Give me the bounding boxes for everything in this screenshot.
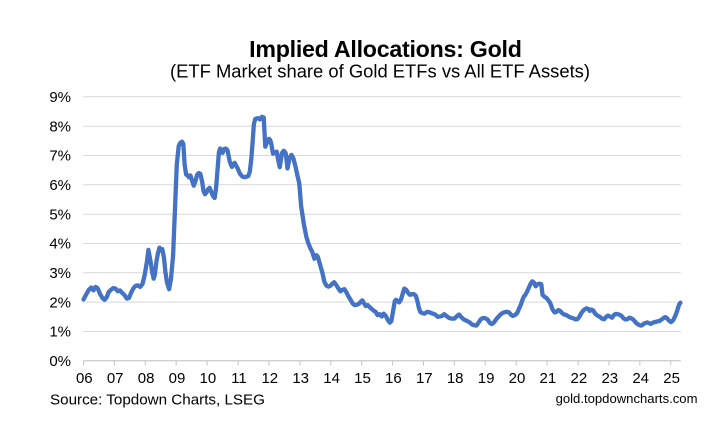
svg-text:9%: 9% <box>49 89 71 106</box>
svg-text:10: 10 <box>200 370 217 387</box>
svg-text:0%: 0% <box>49 353 71 370</box>
svg-text:12: 12 <box>261 370 278 387</box>
svg-text:1%: 1% <box>49 324 71 341</box>
svg-text:18: 18 <box>447 370 464 387</box>
svg-text:8%: 8% <box>49 118 71 135</box>
svg-text:17: 17 <box>416 370 433 387</box>
svg-text:7%: 7% <box>49 148 71 165</box>
svg-text:(ETF Market share of Gold ETFs: (ETF Market share of Gold ETFs vs All ET… <box>170 60 590 81</box>
svg-text:08: 08 <box>138 370 155 387</box>
svg-text:13: 13 <box>292 370 309 387</box>
svg-text:gold.topdowncharts.com: gold.topdowncharts.com <box>556 391 698 406</box>
svg-text:3%: 3% <box>49 265 71 282</box>
svg-text:Implied Allocations: Gold: Implied Allocations: Gold <box>249 36 521 62</box>
svg-text:24: 24 <box>632 370 649 387</box>
svg-text:14: 14 <box>323 370 340 387</box>
svg-text:16: 16 <box>385 370 402 387</box>
svg-text:20: 20 <box>509 370 526 387</box>
svg-text:25: 25 <box>663 370 680 387</box>
svg-text:2%: 2% <box>49 294 71 311</box>
svg-text:4%: 4% <box>49 236 71 253</box>
svg-text:15: 15 <box>354 370 371 387</box>
svg-text:19: 19 <box>478 370 495 387</box>
svg-text:11: 11 <box>231 370 247 387</box>
svg-text:07: 07 <box>107 370 124 387</box>
svg-text:23: 23 <box>601 370 618 387</box>
svg-text:09: 09 <box>169 370 186 387</box>
svg-text:22: 22 <box>571 370 588 387</box>
svg-text:06: 06 <box>76 370 93 387</box>
svg-text:21: 21 <box>540 370 557 387</box>
svg-text:5%: 5% <box>49 206 71 223</box>
svg-text:Source: Topdown Charts, LSEG: Source: Topdown Charts, LSEG <box>50 392 265 409</box>
svg-text:6%: 6% <box>49 177 71 194</box>
